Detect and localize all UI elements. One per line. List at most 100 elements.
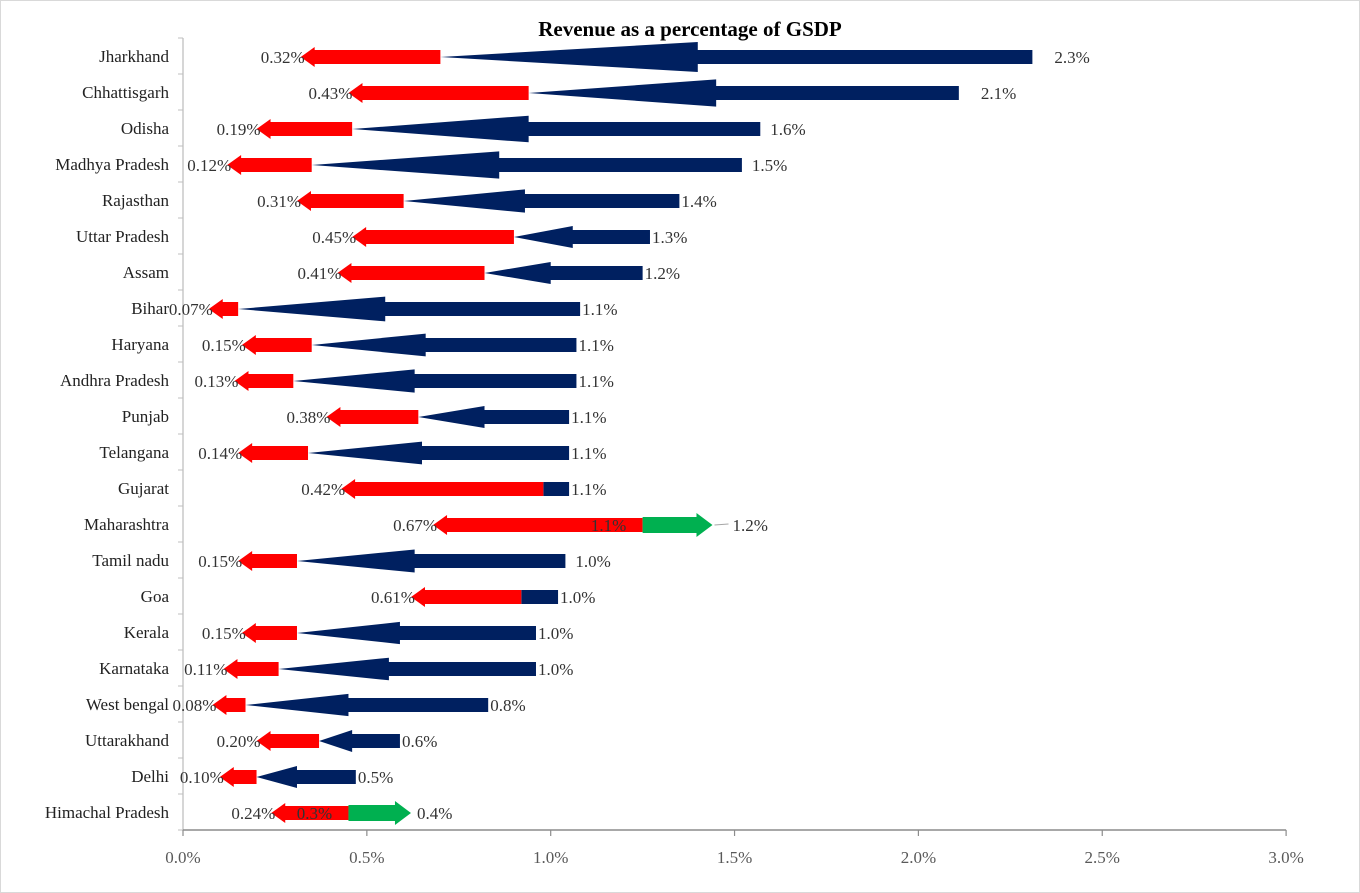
x-tick-label: 2.0% <box>901 848 936 867</box>
navy-arrow <box>293 369 577 393</box>
category-label: Punjab <box>122 407 169 426</box>
end-value-label: 1.6% <box>770 120 805 139</box>
red-arrow <box>234 371 294 391</box>
end-value-label: 1.1% <box>571 408 606 427</box>
red-value-label: 0.24% <box>231 804 275 823</box>
navy-arrow <box>256 766 356 788</box>
row-tamil-nadu: Tamil nadu 0.15% 1.0% <box>92 549 611 573</box>
category-label: West bengal <box>86 695 169 714</box>
end-value-label: 2.3% <box>1054 48 1089 67</box>
chart-title: Revenue as a percentage of GSDP <box>538 17 842 41</box>
chart-rows: Jharkhand 0.32% 2.3% Chhattisgarh 0.43% 2.1% O… <box>45 42 1090 825</box>
navy-arrow <box>278 657 536 681</box>
red-value-label: 0.43% <box>309 84 353 103</box>
red-arrow <box>227 155 312 175</box>
red-value-label: 0.31% <box>257 192 301 211</box>
navy-arrow <box>238 296 581 322</box>
red-value-label: 0.07% <box>169 300 213 319</box>
red-arrow <box>433 515 643 535</box>
row-odisha: Odisha 0.19% 1.6% <box>121 115 806 143</box>
row-west-bengal: West bengal 0.08% 0.8% <box>86 693 526 717</box>
row-uttar-pradesh: Uttar Pradesh 0.45% 1.3% <box>76 226 687 248</box>
row-maharashtra: Maharashtra 0.67% 1.1% 1.2% <box>84 513 768 537</box>
green-arrow <box>348 801 411 825</box>
row-goa: Goa 0.61% 1.0% <box>141 586 595 608</box>
end-value-label: 1.5% <box>752 156 787 175</box>
red-value-label: 0.61% <box>371 588 415 607</box>
navy-arrow <box>440 42 1033 72</box>
navy-arrow <box>308 441 570 465</box>
end-value-label: 2.1% <box>981 84 1016 103</box>
category-label: Telangana <box>99 443 169 462</box>
row-karnataka: Karnataka 0.11% 1.0% <box>99 657 573 681</box>
red-arrow <box>238 551 297 571</box>
x-tick-label: 0.5% <box>349 848 384 867</box>
red-arrow <box>256 119 353 139</box>
mid-value-label: 0.3% <box>297 804 332 823</box>
category-label: Maharashtra <box>84 515 169 534</box>
navy-arrow <box>528 79 959 107</box>
navy-arrow <box>296 621 536 645</box>
x-tick-label: 0.0% <box>165 848 200 867</box>
end-value-label: 0.8% <box>490 696 525 715</box>
red-value-label: 0.38% <box>286 408 330 427</box>
end-value-label: 0.5% <box>358 768 393 787</box>
red-value-label: 0.11% <box>184 660 227 679</box>
red-value-label: 0.08% <box>172 696 216 715</box>
end-value-label: 1.2% <box>645 264 680 283</box>
row-delhi: Delhi 0.10% 0.5% <box>131 766 393 788</box>
end-value-label: 1.1% <box>578 336 613 355</box>
category-label: Haryana <box>111 335 169 354</box>
mid-value-label: 1.1% <box>591 516 626 535</box>
red-arrow <box>238 443 309 463</box>
red-value-label: 0.67% <box>393 516 437 535</box>
category-label: Kerala <box>124 623 170 642</box>
red-arrow <box>348 83 529 103</box>
navy-arrow <box>352 115 761 143</box>
navy-arrow <box>543 478 570 500</box>
row-bihar: Bihar 0.07% 1.1% <box>131 296 618 322</box>
category-label: Tamil nadu <box>92 551 169 570</box>
red-arrow <box>241 335 312 355</box>
end-value-label: 1.4% <box>681 192 716 211</box>
x-axis: 0.0% 0.5% 1.0% 1.5% 2.0% 2.5% 3.0% <box>165 829 1304 867</box>
row-andhra-pradesh: Andhra Pradesh 0.13% 1.1% <box>60 369 614 393</box>
red-arrow <box>241 623 297 643</box>
row-kerala: Kerala 0.15% 1.0% <box>124 621 573 645</box>
red-value-label: 0.13% <box>195 372 239 391</box>
end-value-label: 1.1% <box>578 372 613 391</box>
red-value-label: 0.15% <box>198 552 242 571</box>
row-uttarakhand: Uttarakhand 0.20% 0.6% <box>85 730 437 752</box>
row-assam: Assam 0.41% 1.2% <box>123 262 680 284</box>
red-value-label: 0.15% <box>202 624 246 643</box>
red-value-label: 0.42% <box>301 480 345 499</box>
red-value-label: 0.14% <box>198 444 242 463</box>
end-value-label: 1.1% <box>571 480 606 499</box>
row-rajasthan: Rajasthan 0.31% 1.4% <box>102 189 717 213</box>
category-label: Goa <box>141 587 170 606</box>
navy-arrow <box>403 189 680 213</box>
end-value-label: 1.0% <box>560 588 595 607</box>
navy-arrow <box>319 730 400 752</box>
red-value-label: 0.15% <box>202 336 246 355</box>
x-tick-label: 1.5% <box>717 848 752 867</box>
x-tick-label: 3.0% <box>1268 848 1303 867</box>
category-label: Odisha <box>121 119 170 138</box>
red-value-label: 0.32% <box>261 48 305 67</box>
red-value-label: 0.20% <box>217 732 261 751</box>
category-label: Himachal Pradesh <box>45 803 170 822</box>
end-value-label: 1.1% <box>582 300 617 319</box>
red-value-label: 0.45% <box>312 228 356 247</box>
end-value-label: 1.0% <box>575 552 610 571</box>
navy-arrow <box>513 226 650 248</box>
red-arrow <box>256 731 320 751</box>
red-arrow <box>326 407 419 427</box>
navy-arrow <box>296 549 566 573</box>
red-arrow <box>337 263 485 283</box>
red-arrow <box>223 659 279 679</box>
navy-arrow <box>311 333 577 357</box>
row-gujarat: Gujarat 0.42% 1.1% <box>118 478 607 500</box>
red-value-label: 0.12% <box>187 156 231 175</box>
navy-arrow <box>521 586 559 608</box>
category-label: Delhi <box>131 767 169 786</box>
